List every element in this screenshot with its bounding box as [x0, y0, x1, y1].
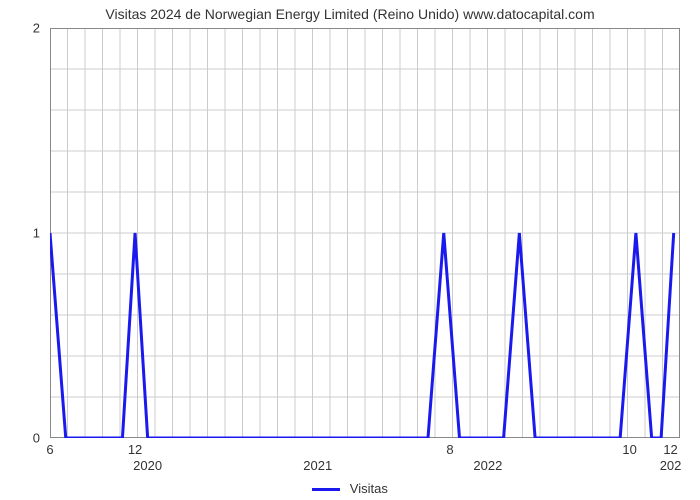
x-tick-label: 8	[446, 442, 453, 457]
x-tick-label: 6	[46, 442, 53, 457]
x-tick-label: 12	[663, 442, 677, 457]
legend: Visitas	[0, 481, 700, 496]
chart-container: Visitas 2024 de Norwegian Energy Limited…	[0, 0, 700, 500]
y-tick-label: 0	[0, 431, 40, 446]
x-tick-label: 10	[622, 442, 636, 457]
legend-swatch	[312, 488, 340, 491]
legend-label: Visitas	[350, 481, 388, 496]
y-tick-label: 1	[0, 226, 40, 241]
chart-title: Visitas 2024 de Norwegian Energy Limited…	[0, 6, 700, 22]
x-tick-label: 12	[128, 442, 142, 457]
data-line	[50, 28, 680, 438]
x-year-label: 2021	[303, 458, 332, 473]
x-year-label: 2022	[473, 458, 502, 473]
x-year-label: 202	[660, 458, 682, 473]
x-year-label: 2020	[133, 458, 162, 473]
y-tick-label: 2	[0, 21, 40, 36]
